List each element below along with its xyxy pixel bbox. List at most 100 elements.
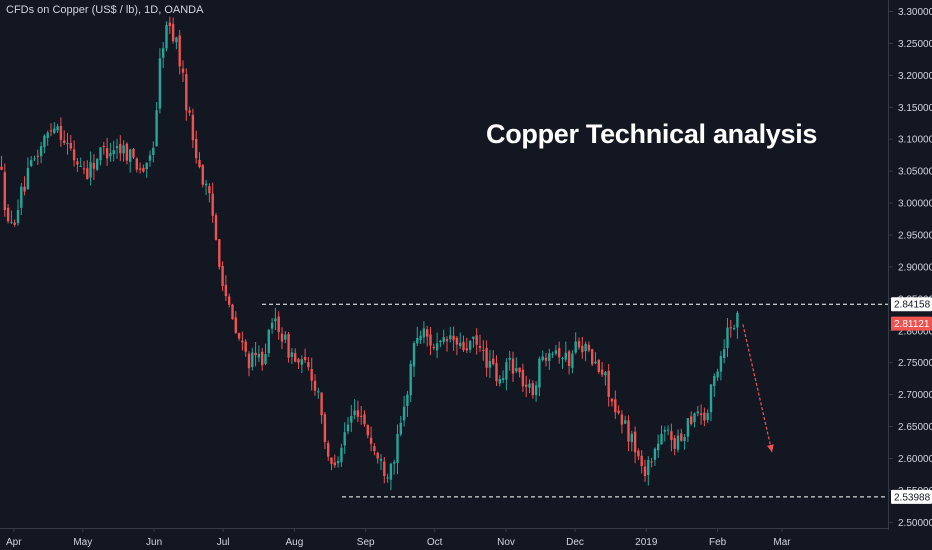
resistance-badge-bg xyxy=(891,297,932,312)
candle-body xyxy=(610,398,614,402)
price-tick-label: 2.70000 xyxy=(898,390,932,401)
price-tick-label: 2.90000 xyxy=(898,262,932,273)
candle-body xyxy=(0,166,3,170)
candle-body xyxy=(455,337,459,345)
candle-body xyxy=(531,383,534,396)
price-tick-label: 2.80000 xyxy=(898,326,932,337)
candle-body xyxy=(36,155,39,157)
candle-body xyxy=(399,422,402,435)
chart-headline: Copper Technical analysis xyxy=(486,119,818,149)
candle-body xyxy=(393,462,396,464)
candle-body xyxy=(452,335,455,341)
candle-body xyxy=(129,149,132,162)
candle-body xyxy=(251,352,254,367)
candle-body xyxy=(333,462,336,466)
candle-body xyxy=(419,335,422,341)
time-tick-label: Sep xyxy=(357,537,375,548)
time-tick-label: 2019 xyxy=(635,537,658,548)
candle-body xyxy=(690,416,693,424)
levels-layer xyxy=(262,303,888,498)
candle-body xyxy=(115,146,119,149)
candle-body xyxy=(290,352,294,357)
candle-body xyxy=(231,304,234,320)
time-tick-label: May xyxy=(73,537,92,548)
candle-body xyxy=(152,147,155,156)
time-axis[interactable]: Apr May Jun Jul Aug Sep Oct Nov Dec 2019 Feb Mar xyxy=(6,528,791,548)
candle-body xyxy=(224,284,228,297)
candle-body xyxy=(482,349,485,351)
candle-body xyxy=(680,433,683,441)
time-tick-label: Jun xyxy=(146,537,162,548)
candle-body xyxy=(475,335,478,345)
candle-body xyxy=(660,433,663,445)
candle-body xyxy=(122,145,125,154)
candle-body xyxy=(280,333,284,342)
candle-body xyxy=(574,341,577,353)
candle-body xyxy=(683,437,686,442)
candle-body xyxy=(525,384,528,387)
candle-body xyxy=(16,210,20,223)
candle-body xyxy=(732,328,736,330)
candle-body xyxy=(267,329,270,354)
candle-body xyxy=(26,168,30,190)
candle-body xyxy=(426,329,429,337)
candle-body xyxy=(673,438,676,449)
candle-body xyxy=(676,435,680,450)
candle-body xyxy=(53,128,56,134)
candle-body xyxy=(99,147,102,161)
candle-body xyxy=(188,110,191,113)
candle-body xyxy=(706,413,709,420)
candle-body xyxy=(198,159,201,168)
candle-body xyxy=(640,455,643,467)
candle-body xyxy=(294,353,297,362)
price-tick-label: 3.10000 xyxy=(898,135,932,146)
arrow-shaft xyxy=(742,324,773,453)
candle-body xyxy=(412,343,416,367)
candle-body xyxy=(551,353,554,355)
candle-body xyxy=(10,221,13,223)
candle-body xyxy=(317,391,320,393)
candle-body xyxy=(468,341,472,350)
candle-body xyxy=(581,345,584,353)
candle-body xyxy=(534,385,538,396)
candle-body xyxy=(597,359,600,372)
candle-body xyxy=(191,114,195,141)
candle-body xyxy=(435,343,439,351)
candle-body xyxy=(109,153,112,157)
candle-body xyxy=(577,341,581,348)
candle-body xyxy=(462,341,465,351)
candle-body xyxy=(92,162,96,169)
last-price-badge-label: 2.81121 xyxy=(894,319,930,330)
candle-body xyxy=(376,452,379,459)
candle-body xyxy=(284,334,287,340)
candle-body xyxy=(558,348,561,358)
candle-body xyxy=(663,430,666,432)
candle-body xyxy=(432,346,435,348)
candle-body xyxy=(346,424,350,432)
candle-body xyxy=(43,135,46,148)
price-tick-label: 2.75000 xyxy=(898,358,932,369)
arrow-head xyxy=(767,444,774,453)
time-tick-label: Apr xyxy=(6,537,22,548)
candle-body xyxy=(594,361,597,364)
candle-body xyxy=(270,322,274,329)
candle-body xyxy=(478,346,482,348)
candle-body xyxy=(736,312,739,328)
candle-body xyxy=(356,410,360,417)
candle-body xyxy=(518,367,521,373)
candle-body xyxy=(274,318,277,322)
candle-body xyxy=(145,162,148,170)
candle-body xyxy=(307,362,310,368)
candle-body xyxy=(633,431,637,453)
candle-body xyxy=(643,466,647,477)
candle-body xyxy=(181,68,185,73)
support-badge-bg xyxy=(891,489,932,504)
candle-body xyxy=(72,149,76,161)
candle-body xyxy=(69,143,72,149)
candle-body xyxy=(195,138,198,159)
candle-body xyxy=(726,327,729,349)
candle-body xyxy=(719,356,723,372)
time-tick-label: Nov xyxy=(497,537,515,548)
candle-body xyxy=(647,459,650,475)
